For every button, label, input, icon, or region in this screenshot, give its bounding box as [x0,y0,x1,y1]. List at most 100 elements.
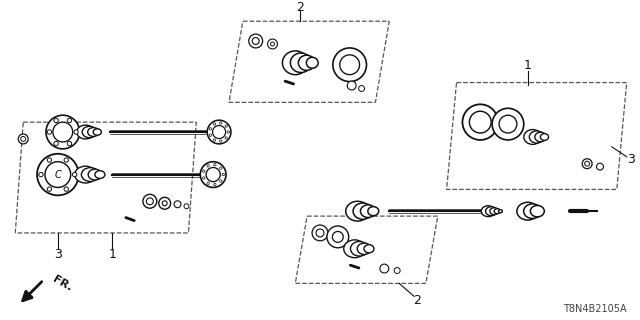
Circle shape [348,81,356,90]
Text: 3: 3 [54,248,62,261]
Circle shape [222,173,225,176]
Text: T8N4B2105A: T8N4B2105A [563,304,627,314]
Circle shape [47,187,52,191]
Ellipse shape [364,245,374,253]
Ellipse shape [540,133,548,140]
Circle shape [202,177,205,179]
Ellipse shape [344,240,365,258]
Ellipse shape [346,201,369,221]
Circle shape [220,122,222,124]
Ellipse shape [88,169,102,180]
Circle shape [209,134,212,136]
Ellipse shape [529,131,544,143]
Circle shape [316,229,324,237]
Text: 2: 2 [296,1,304,14]
Ellipse shape [535,132,546,142]
Circle shape [206,167,220,182]
Circle shape [252,37,259,44]
Ellipse shape [357,243,371,254]
Circle shape [332,231,343,242]
Circle shape [202,170,205,172]
Ellipse shape [307,57,318,68]
Circle shape [162,201,167,206]
Circle shape [358,85,365,92]
Ellipse shape [93,129,101,135]
Circle shape [394,268,400,274]
Circle shape [67,141,72,146]
Circle shape [39,172,43,177]
Circle shape [585,161,589,166]
Circle shape [209,128,212,130]
Circle shape [220,180,222,182]
Circle shape [207,165,209,167]
Circle shape [340,55,360,75]
Circle shape [200,162,226,188]
Circle shape [184,204,189,209]
Circle shape [469,111,491,133]
Circle shape [46,115,79,149]
Circle shape [67,118,72,123]
Ellipse shape [524,130,541,144]
Circle shape [333,48,367,82]
Circle shape [582,159,592,169]
Circle shape [225,125,227,127]
Ellipse shape [77,125,95,139]
Circle shape [45,162,70,188]
Circle shape [54,141,58,146]
Ellipse shape [360,205,376,218]
Circle shape [19,134,28,144]
Circle shape [214,164,216,166]
Ellipse shape [75,166,97,183]
Circle shape [327,226,349,248]
Ellipse shape [291,53,312,73]
Circle shape [74,130,78,134]
Text: 1: 1 [524,59,532,72]
Text: 2: 2 [413,294,421,307]
Circle shape [268,39,278,49]
Ellipse shape [298,55,315,70]
Circle shape [220,140,222,142]
Circle shape [159,197,171,209]
Text: FR.: FR. [51,274,74,293]
Ellipse shape [282,51,308,75]
Circle shape [143,194,157,208]
Ellipse shape [531,205,544,217]
Ellipse shape [481,206,495,217]
Text: 1: 1 [108,248,116,261]
Circle shape [64,158,68,162]
Circle shape [499,115,517,133]
Circle shape [53,122,73,142]
Ellipse shape [499,210,502,213]
Circle shape [249,34,262,48]
Ellipse shape [486,207,497,216]
Ellipse shape [490,208,499,215]
Text: C: C [54,170,61,180]
Circle shape [174,201,181,208]
Circle shape [147,198,154,205]
Circle shape [20,137,26,141]
Circle shape [213,139,216,141]
Ellipse shape [88,128,99,136]
Circle shape [37,154,79,195]
Circle shape [380,264,388,273]
Circle shape [72,172,77,177]
Circle shape [47,158,52,162]
Circle shape [207,182,209,184]
Circle shape [225,137,227,139]
Ellipse shape [368,207,379,216]
Circle shape [227,131,230,133]
Ellipse shape [82,126,97,138]
Circle shape [207,120,231,144]
Ellipse shape [517,202,539,220]
Circle shape [214,183,216,186]
Circle shape [213,123,216,125]
Ellipse shape [95,171,105,179]
Circle shape [47,130,52,134]
Circle shape [54,118,58,123]
Circle shape [212,125,226,139]
Circle shape [596,163,604,170]
Ellipse shape [524,204,541,219]
Text: 3: 3 [627,153,635,166]
Circle shape [312,225,328,241]
Ellipse shape [351,242,369,256]
